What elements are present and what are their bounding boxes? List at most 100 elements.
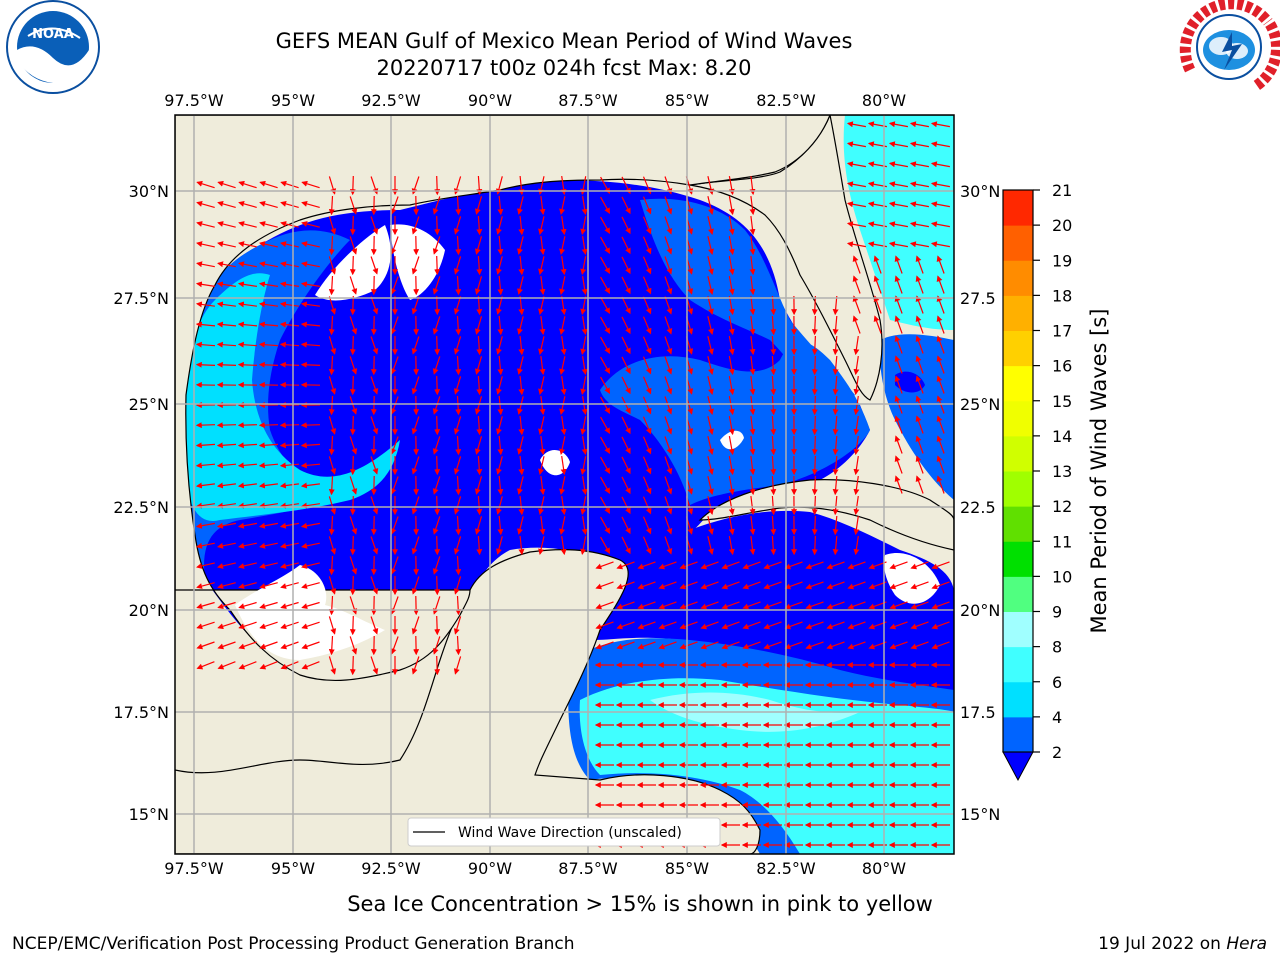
wind-wave-arrow (349, 196, 358, 215)
colorbar-band (1003, 295, 1033, 331)
wind-wave-arrow (237, 502, 257, 509)
wind-wave-arrow (411, 536, 420, 555)
wind-wave-arrow (280, 221, 299, 228)
wind-wave-arrow (580, 216, 587, 235)
wind-wave-arrow (328, 595, 335, 616)
wind-wave-arrow (328, 235, 335, 256)
wind-wave-arrow (259, 241, 278, 248)
wind-wave-arrow (894, 435, 903, 454)
wind-wave-arrow (517, 396, 524, 415)
wind-wave-arrow (349, 255, 356, 276)
wind-wave-arrow (328, 515, 335, 536)
wind-wave-arrow (517, 476, 524, 495)
wind-wave-arrow (300, 422, 321, 429)
wind-wave-arrow (811, 475, 818, 496)
wind-wave-arrow (700, 601, 719, 610)
wind-wave-arrow (664, 296, 673, 315)
wind-wave-arrow (453, 296, 462, 315)
colorbar-tick-label: 15 (1052, 392, 1072, 411)
wind-wave-arrow (915, 315, 924, 334)
wind-wave-arrow (853, 376, 860, 396)
wind-wave-arrow (497, 435, 504, 456)
wind-wave-arrow (853, 536, 860, 556)
wind-wave-arrow (497, 355, 504, 376)
lat-label: 30°N (960, 182, 1000, 201)
wind-wave-arrow (196, 261, 215, 268)
wind-wave-arrow (679, 581, 698, 590)
wind-wave-arrow (811, 375, 818, 396)
wind-wave-arrow (432, 556, 441, 575)
wind-wave-arrow (301, 180, 320, 189)
wind-wave-arrow (784, 641, 803, 650)
wind-wave-arrow (847, 561, 866, 570)
colorbar-band (1003, 471, 1033, 507)
wind-wave-arrow (832, 315, 839, 336)
wind-wave-arrow (846, 201, 867, 208)
wind-wave-arrow (328, 435, 335, 456)
wind-wave-arrow (642, 256, 652, 275)
colorbar-extend-arrow (1002, 751, 1034, 782)
lon-label: 97.5°W (164, 859, 224, 878)
wind-wave-arrow (852, 295, 861, 314)
wind-wave-arrow (238, 542, 257, 549)
wind-wave-arrow (390, 356, 399, 375)
wind-wave-arrow (894, 315, 903, 334)
wind-wave-arrow (664, 436, 673, 455)
wind-wave-arrow (728, 355, 735, 376)
wind-wave-arrow (581, 396, 588, 416)
wind-wave-arrow (496, 416, 503, 435)
wind-wave-arrow (432, 636, 441, 655)
wind-wave-arrow (770, 515, 777, 536)
wind-wave-arrow (742, 601, 761, 610)
wind-wave-arrow (642, 416, 652, 435)
wind-wave-arrow (539, 276, 546, 296)
lat-labels-left: 30°N 27.5°N 25°N 22.5°N 20°N 17.5°N 15°N (113, 182, 169, 824)
wind-wave-arrow (237, 321, 258, 328)
wind-wave-arrow (238, 661, 257, 670)
wind-wave-arrow (280, 542, 299, 549)
wind-wave-arrow (300, 462, 321, 469)
wind-wave-arrow (770, 375, 777, 396)
wind-wave-arrow (328, 296, 337, 315)
colorbar-band (1003, 716, 1033, 753)
colorbar-tick-label: 18 (1052, 286, 1072, 305)
wind-wave-arrow (621, 516, 631, 535)
wind-wave-arrow (474, 396, 483, 415)
colorbar-tick-label: 21 (1052, 181, 1072, 200)
wind-wave-arrow (280, 180, 299, 189)
wind-wave-arrow (894, 295, 903, 314)
wind-wave-arrow (658, 581, 677, 590)
wind-wave-arrow (749, 256, 756, 276)
wind-wave-arrow (559, 356, 566, 375)
colorbar-tick-label: 2 (1052, 743, 1062, 762)
wind-wave-arrow (453, 576, 462, 595)
wind-wave-arrow (258, 341, 279, 348)
wind-wave-arrow (328, 376, 337, 395)
wind-wave-arrow (195, 482, 215, 489)
wind-wave-arrow (370, 256, 379, 275)
wind-wave-arrow (770, 295, 777, 316)
lon-label: 85°W (665, 91, 709, 110)
wind-wave-arrow (707, 336, 714, 355)
wind-wave-arrow (749, 376, 756, 396)
wind-wave-arrow (621, 356, 631, 375)
wind-wave-arrow (847, 601, 866, 610)
wind-wave-arrow (216, 281, 236, 288)
wind-wave-arrow (679, 641, 698, 650)
wind-wave-arrow (237, 422, 258, 429)
wind-wave-arrow (784, 601, 803, 610)
wind-wave-arrow (349, 396, 358, 415)
wind-wave-arrow (616, 641, 635, 650)
wind-wave-arrow (517, 436, 524, 455)
wind-wave-arrow (328, 275, 335, 296)
wind-wave-arrow (238, 241, 257, 248)
wind-wave-arrow (852, 315, 861, 334)
wind-wave-arrow (930, 121, 951, 128)
wind-wave-arrow (370, 376, 379, 395)
wind-wave-arrow (559, 316, 566, 335)
wind-wave-arrow (390, 556, 399, 575)
wind-wave-arrow (888, 161, 909, 168)
wind-wave-arrow (216, 462, 237, 469)
wind-wave-arrow (560, 496, 567, 516)
wind-wave-arrow (539, 236, 546, 256)
